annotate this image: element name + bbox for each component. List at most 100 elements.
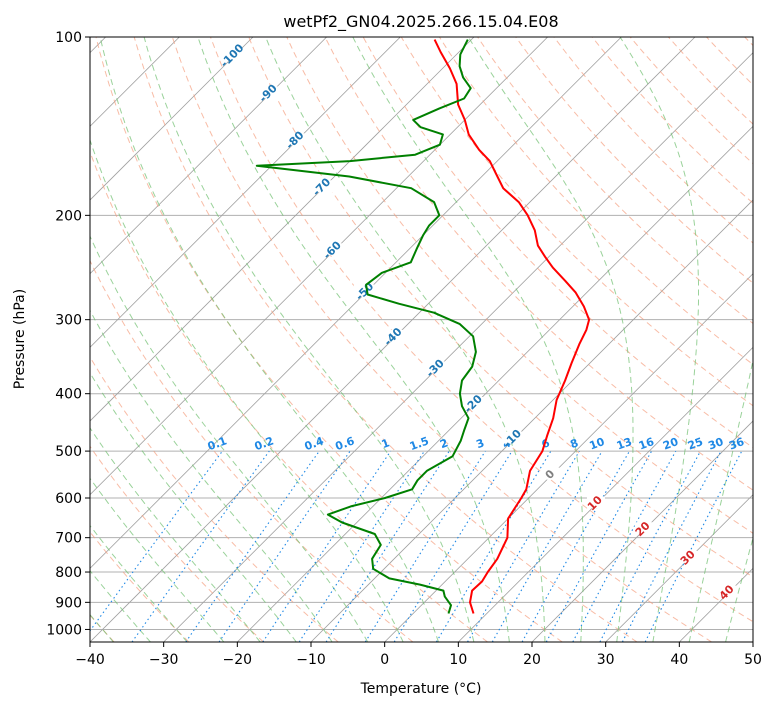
mixing-ratio-label: 16 bbox=[637, 435, 656, 453]
plot-frame bbox=[89, 36, 754, 643]
y-axis-label: Pressure (hPa) bbox=[12, 289, 28, 389]
mixing-ratio-label: 1.5 bbox=[408, 434, 431, 453]
mixing-ratio-line bbox=[521, 450, 630, 642]
x-tick-label: 50 bbox=[744, 652, 762, 668]
isotherm-label-bg bbox=[321, 243, 346, 256]
y-tick-label: 300 bbox=[55, 313, 82, 329]
y-tick-label: 700 bbox=[55, 531, 82, 547]
moist-adiabat-line bbox=[90, 371, 297, 642]
isotherm-line bbox=[90, 37, 254, 201]
mixing-ratio-line bbox=[393, 450, 513, 642]
isotherm-line bbox=[237, 125, 753, 642]
x-tick-label: −40 bbox=[75, 652, 105, 668]
moist-adiabat-line bbox=[197, 37, 510, 642]
moist-adiabat-line bbox=[143, 37, 475, 642]
moist-adiabat-line bbox=[90, 524, 188, 642]
dry-adiabat-line bbox=[90, 445, 264, 642]
dry-adiabat-line bbox=[629, 37, 753, 165]
moist-adiabat-line bbox=[90, 569, 151, 642]
moist-adiabat-line bbox=[725, 536, 753, 642]
dry-adiabat-line bbox=[171, 37, 712, 642]
mixing-ratio-label: 20 bbox=[661, 435, 680, 453]
mixing-ratio-label: 8 bbox=[568, 436, 580, 451]
mixing-ratio-line bbox=[185, 450, 320, 642]
mixing-ratio-line bbox=[298, 450, 425, 642]
isotherm-label-bg bbox=[501, 431, 526, 444]
mixing-ratio-label: 0.1 bbox=[206, 434, 229, 453]
mixing-ratio-label: 25 bbox=[686, 435, 705, 452]
temperature-label-bg bbox=[679, 550, 698, 563]
isotherm-label-bg bbox=[221, 48, 246, 61]
background-lines bbox=[90, 37, 753, 642]
y-axis: 100 200 300 400 500 600 700 800 900 1000 bbox=[46, 30, 90, 638]
x-tick-label: 0 bbox=[380, 652, 389, 668]
dry-adiabat-line bbox=[133, 37, 638, 642]
isotherm-line bbox=[163, 52, 753, 642]
moist-adiabat-line bbox=[619, 37, 699, 642]
mixing-ratio-label: 4 bbox=[501, 436, 513, 451]
moist-adiabat-line bbox=[99, 37, 439, 642]
x-tick-label: −10 bbox=[296, 652, 326, 668]
y-tick-label: 200 bbox=[55, 208, 82, 224]
mixing-ratio-label: 13 bbox=[615, 435, 634, 452]
x-tick-label: −30 bbox=[149, 652, 179, 668]
chart-title: wetPf2_GN04.2025.266.15.04.E08 bbox=[283, 12, 558, 32]
isotherm-label-bg bbox=[424, 361, 449, 374]
dry-adiabat-line bbox=[400, 37, 753, 407]
isotherm-line bbox=[605, 494, 753, 642]
isotherm-line bbox=[90, 37, 475, 422]
isotherm-label-bg bbox=[462, 397, 487, 410]
mixing-ratio-label: 3 bbox=[474, 436, 486, 451]
isotherm-label-bg bbox=[382, 329, 407, 342]
profiles-layer bbox=[255, 39, 591, 614]
moist-adiabat-line bbox=[90, 138, 404, 642]
moist-adiabat-line bbox=[265, 37, 546, 642]
isotherm-line bbox=[384, 273, 753, 642]
labels-layer: 0.1 0.2 0.4 0.6 1 1.5 2 3 4 6 8 10 13 16 20 25 30 36-100-… bbox=[206, 41, 746, 602]
isotherm-line bbox=[90, 37, 622, 569]
isotherm-line bbox=[531, 420, 753, 642]
y-tick-label: 900 bbox=[55, 595, 82, 611]
moist-adiabat-line bbox=[90, 309, 333, 642]
isotherm-label-bg bbox=[353, 284, 378, 297]
mixing-ratio-line bbox=[467, 450, 580, 642]
dry-adiabat-line bbox=[477, 37, 753, 325]
x-tick-label: 10 bbox=[449, 652, 467, 668]
mixing-ratio-label: 36 bbox=[727, 435, 746, 453]
dry-adiabat-line bbox=[362, 37, 753, 449]
y-tick-label: 100 bbox=[55, 30, 82, 46]
isotherm-label-bg bbox=[310, 180, 335, 193]
dry-adiabat-line bbox=[515, 37, 753, 284]
x-tick-label: −20 bbox=[223, 652, 253, 668]
mixing-ratio-line bbox=[491, 450, 603, 642]
mixing-ratio-label: 0.6 bbox=[334, 434, 357, 453]
isotherm-label-bg bbox=[257, 86, 282, 99]
mixing-ratio-label: 1 bbox=[380, 436, 392, 451]
mixing-ratio-label: 2 bbox=[438, 436, 450, 451]
temperature-label-bg bbox=[542, 467, 561, 480]
y-tick-label: 400 bbox=[55, 387, 82, 403]
moist-adiabat-line bbox=[90, 477, 225, 642]
x-tick-label: 30 bbox=[597, 652, 615, 668]
isotherm-label-bg bbox=[284, 133, 309, 146]
isotherm-line bbox=[90, 37, 548, 496]
mixing-ratio-line bbox=[131, 450, 270, 642]
dewpoint-profile bbox=[255, 39, 477, 614]
mixing-ratio-label: 6 bbox=[540, 436, 552, 451]
mixing-ratio-label: 0.2 bbox=[253, 434, 276, 453]
moist-adiabat-line bbox=[688, 358, 753, 642]
temperature-label-bg bbox=[718, 585, 737, 598]
moist-adiabat-line bbox=[352, 37, 584, 642]
mixing-ratio-line bbox=[545, 450, 653, 642]
x-tick-label: 40 bbox=[670, 652, 688, 668]
dry-adiabat-line bbox=[324, 37, 753, 491]
x-axis: −40 −30 −20 −10 0 10 20 30 40 50 bbox=[75, 642, 762, 668]
isotherm-line bbox=[458, 346, 753, 642]
y-tick-label: 600 bbox=[55, 491, 82, 507]
mixing-ratio-label: 10 bbox=[588, 435, 607, 453]
mixing-ratio-label: 30 bbox=[706, 435, 725, 453]
mixing-ratio-line bbox=[325, 450, 450, 642]
y-tick-label: 800 bbox=[55, 565, 82, 581]
mixing-ratio-line bbox=[364, 450, 486, 642]
